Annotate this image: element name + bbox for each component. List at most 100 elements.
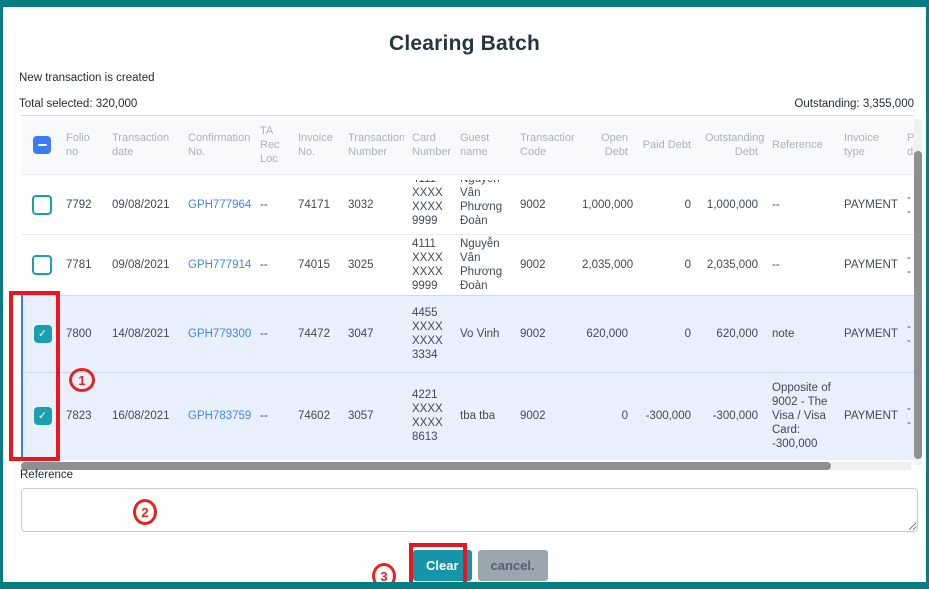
cell-transaction-date: 09/08/2021 [104, 174, 180, 235]
cell-transaction-code: 9002 [512, 174, 574, 235]
table-row[interactable]: 7781 09/08/2021 GPH777914 -- 74015 3025 … [22, 234, 914, 296]
cell-open-debt: 620,000 [574, 295, 634, 373]
button-row: Clear cancel. [413, 550, 548, 581]
status-message: New transaction is created [19, 72, 155, 84]
cell-card-number: 4221 XXXX XXXX 8613 [412, 389, 443, 444]
confirmation-no-link[interactable]: GPH777914 [188, 259, 252, 271]
reference-input[interactable] [21, 488, 918, 532]
col-header-paid-date: Paid date [899, 116, 914, 175]
cell-invoice-type: PAYMENT [836, 174, 899, 235]
col-header-paid-debt: Paid Debt [634, 116, 697, 175]
clear-button[interactable]: Clear [413, 550, 472, 581]
col-header-guest-name: Guest name [452, 116, 512, 175]
col-header-transaction-date: Transaction date [104, 116, 180, 175]
cell-outstanding-debt: 620,000 [697, 295, 764, 373]
cell-outstanding-debt: 2,035,000 [697, 234, 764, 296]
cell-paid-debt: 0 [634, 234, 697, 296]
vertical-scrollbar-thumb[interactable] [914, 151, 922, 459]
col-header-folio-no: Folio no [58, 116, 104, 175]
cell-ta-rec-loc: -- [252, 372, 290, 460]
col-header-transaction-number: Transaction Number [340, 116, 404, 175]
col-header-outstanding-debt: Outstanding Debt [697, 116, 764, 175]
cell-outstanding-debt: 1,000,000 [697, 174, 764, 235]
select-all-checkbox[interactable] [33, 136, 51, 154]
col-header-confirmation-no: Confirmation No. [180, 116, 252, 175]
cell-open-debt: 1,000,000 [574, 174, 634, 235]
cell-transaction-date: 14/08/2021 [104, 295, 180, 373]
cell-reference: -- [764, 234, 836, 296]
cell-paid-debt: -300,000 [634, 372, 697, 460]
cell-folio-no: 7800 [58, 295, 104, 373]
cell-reference: note [764, 295, 836, 373]
outstanding-text: Outstanding: 3,355,000 [794, 98, 914, 110]
confirmation-no-link[interactable]: GPH777964 [188, 198, 252, 211]
reference-label: Reference [20, 469, 74, 481]
cell-paid-date: -- [899, 295, 914, 373]
col-header-invoice-no: Invoice No. [290, 116, 340, 175]
col-header-card-number: Card Number [404, 116, 452, 175]
col-header-transaction-code: Transaction Code [512, 116, 574, 175]
horizontal-scrollbar[interactable] [21, 462, 911, 470]
cell-open-debt: 2,035,000 [574, 234, 634, 296]
cell-invoice-no: 74472 [290, 295, 340, 373]
cell-paid-date: -- [899, 234, 914, 296]
total-selected-text: Total selected: 320,000 [19, 98, 138, 110]
cell-ta-rec-loc: -- [252, 234, 290, 296]
cell-folio-no: 7823 [58, 372, 104, 460]
cell-transaction-number: 3057 [340, 372, 404, 460]
table-header-row: Folio no Transaction date Confirmation N… [22, 116, 914, 175]
confirmation-no-link[interactable]: GPH779300 [188, 328, 252, 340]
cell-reference: Opposite of 9002 - The Visa / Visa Card:… [764, 372, 836, 460]
cell-guest-name: tba tba [460, 410, 496, 423]
transactions-table: Folio no Transaction date Confirmation N… [21, 115, 914, 460]
cell-invoice-type: PAYMENT [836, 372, 899, 460]
table-row[interactable]: 7792 09/08/2021 GPH777964 -- 74171 3032 … [22, 174, 914, 235]
row-checkbox[interactable] [33, 325, 52, 343]
cell-paid-date: -- [899, 372, 914, 460]
horizontal-scrollbar-thumb[interactable] [21, 462, 831, 470]
cell-invoice-no: 74171 [290, 174, 340, 235]
totals-bar: Total selected: 320,000 Outstanding: 3,3… [19, 98, 914, 110]
cell-open-debt: 0 [574, 372, 634, 460]
cell-invoice-type: PAYMENT [836, 295, 899, 373]
cell-ta-rec-loc: -- [252, 295, 290, 373]
cell-transaction-number: 3032 [340, 174, 404, 235]
cell-paid-debt: 0 [634, 295, 697, 373]
cell-card-number: 4455 XXXX XXXX 3334 [412, 307, 443, 361]
cell-invoice-no: 74015 [290, 234, 340, 296]
cell-transaction-number: 3025 [340, 234, 404, 296]
cell-transaction-date: 09/08/2021 [104, 234, 180, 296]
cell-transaction-date: 16/08/2021 [104, 372, 180, 460]
row-checkbox[interactable] [33, 407, 52, 426]
cell-transaction-number: 3047 [340, 295, 404, 373]
col-header-open-debt: Open Debt [574, 116, 634, 175]
row-checkbox[interactable] [32, 194, 52, 215]
cell-invoice-no: 74602 [290, 372, 340, 460]
confirmation-no-link[interactable]: GPH783759 [188, 410, 252, 423]
page-title: Clearing Batch [389, 32, 540, 55]
col-header-ta-rec-loc: TA Rec Loc [252, 116, 290, 175]
row-checkbox[interactable] [32, 255, 52, 275]
cell-invoice-type: PAYMENT [836, 234, 899, 296]
cell-paid-date: -- [899, 174, 914, 235]
col-header-invoice-type: Invoice type [836, 116, 899, 175]
annotation-step-3: 3 [372, 563, 396, 582]
cell-guest-name: Nguyễn Vân Phương Đoàn [460, 180, 503, 227]
cell-transaction-code: 9002 [512, 234, 574, 296]
cell-transaction-code: 9002 [512, 295, 574, 373]
vertical-scrollbar[interactable] [914, 119, 922, 465]
cell-transaction-code: 9002 [512, 372, 574, 460]
cell-reference: -- [764, 174, 836, 235]
table-row[interactable]: 7823 16/08/2021 GPH783759 -- 74602 3057 … [21, 372, 914, 460]
cell-paid-debt: 0 [634, 174, 697, 235]
table-row[interactable]: 7800 14/08/2021 GPH779300 -- 74472 3047 … [21, 295, 914, 373]
cell-folio-no: 7781 [58, 234, 104, 296]
cell-guest-name: Nguyễn Vân Phương Đoàn [460, 238, 503, 292]
cancel-button[interactable]: cancel. [477, 550, 548, 581]
cell-outstanding-debt: -300,000 [697, 372, 764, 460]
table-body: 7792 09/08/2021 GPH777964 -- 74171 3032 … [21, 174, 914, 460]
cell-guest-name: Vo Vinh [460, 328, 500, 340]
